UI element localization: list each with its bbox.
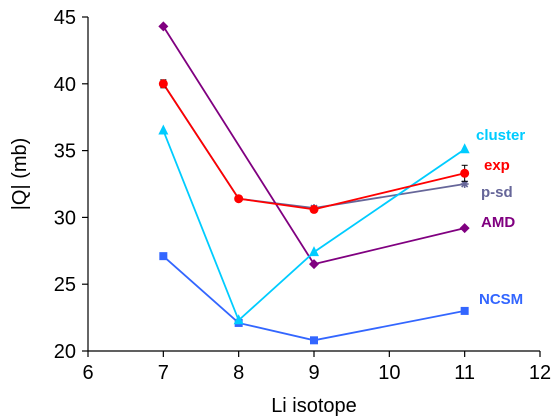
series-cluster [158, 124, 470, 325]
series-line [162, 83, 465, 209]
series-label-exp: exp [484, 157, 510, 174]
data-point [309, 259, 319, 270]
series-line [162, 83, 465, 211]
series-line [162, 255, 465, 342]
x-tick-label: 11 [454, 362, 475, 384]
series-line [162, 25, 465, 266]
series-exp [158, 79, 470, 214]
series-label-ncsm: NCSM [479, 291, 523, 308]
data-point [234, 194, 244, 204]
y-tick-label: 40 [54, 74, 76, 96]
data-point [158, 79, 168, 89]
series-amd [158, 21, 470, 270]
series-label-p-sd: p-sd [481, 184, 513, 201]
data-point [233, 314, 244, 325]
series-labels: cluster exp p-sd AMD NCSM [476, 127, 525, 308]
data-point [310, 336, 318, 345]
y-tick-label: 45 [54, 7, 76, 29]
x-tick-label: 6 [82, 362, 93, 384]
data-point [158, 124, 169, 135]
axes: 20 25 30 35 40 45 6 7 8 9 10 11 12 [54, 7, 551, 384]
series-label-amd: AMD [481, 214, 515, 231]
data-point [460, 306, 469, 315]
y-tick-label: 20 [54, 341, 76, 363]
data-point [159, 252, 168, 261]
data-point [459, 223, 470, 234]
x-tick-label: 10 [378, 362, 400, 384]
series-line [162, 130, 466, 322]
data-point [309, 246, 319, 257]
x-axis-title: Li isotope [271, 395, 357, 417]
y-axis-title: |Q| (mb) [9, 138, 31, 211]
x-tick-label: 9 [308, 362, 319, 384]
star-stroke [461, 180, 469, 188]
y-tick-label: 30 [54, 207, 76, 229]
data-point [309, 204, 319, 214]
data-point [459, 143, 470, 154]
y-tick-label: 25 [54, 274, 76, 296]
x-tick-label: 7 [158, 362, 169, 384]
y-tick-label: 35 [54, 141, 76, 163]
series-p-sd [159, 79, 469, 213]
series-layer [158, 21, 470, 345]
data-point [158, 21, 169, 32]
data-point [460, 180, 469, 188]
series-label-cluster: cluster [476, 127, 525, 144]
x-tick-label: 12 [529, 362, 551, 384]
x-tick-label: 8 [233, 362, 244, 384]
data-point [460, 168, 470, 178]
